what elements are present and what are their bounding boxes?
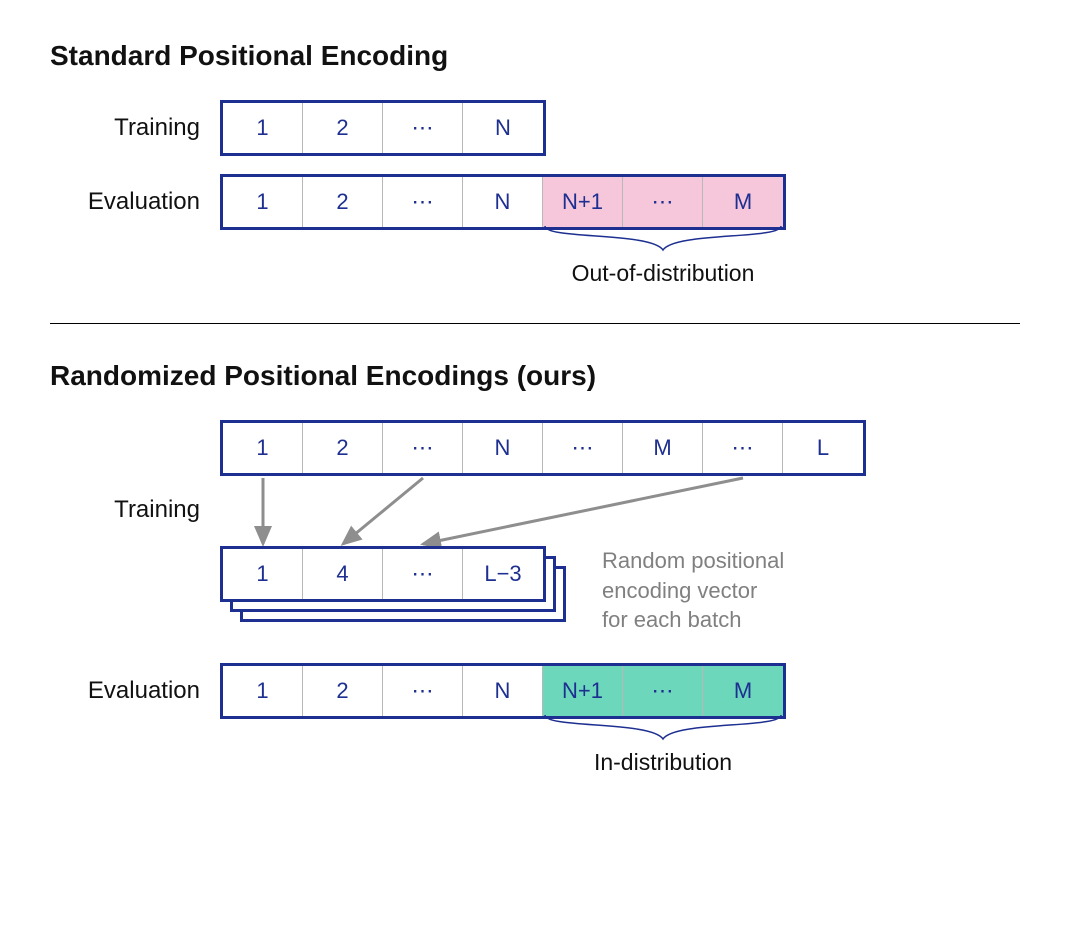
s2-eval-cells: 12⋯NN+1⋯M xyxy=(220,663,786,719)
s1-eval-label: Evaluation xyxy=(50,188,220,216)
cell: M xyxy=(623,423,703,473)
s1-brace: Out-of-distribution xyxy=(50,224,1020,287)
cell: 2 xyxy=(303,103,383,153)
s2-arrows xyxy=(220,476,866,556)
cell: ⋯ xyxy=(383,177,463,227)
cell: ⋯ xyxy=(543,423,623,473)
cell: 1 xyxy=(223,103,303,153)
cell: N xyxy=(463,666,543,716)
s1-eval-row: Evaluation 12⋯NN+1⋯M xyxy=(50,174,1020,230)
cell: ⋯ xyxy=(383,103,463,153)
cell: M xyxy=(703,177,783,227)
cell: 1 xyxy=(223,177,303,227)
cell: 1 xyxy=(223,549,303,599)
brace-caption: Out-of-distribution xyxy=(543,260,783,287)
section-standard: Standard Positional Encoding Training 12… xyxy=(50,40,1020,287)
section2-title: Randomized Positional Encodings (ours) xyxy=(50,360,1020,392)
s2-sampled-row: Training 14⋯L−3 Random positionalencodin… xyxy=(50,546,1020,635)
cell: L−3 xyxy=(463,549,543,599)
cell: N xyxy=(463,103,543,153)
s1-training-label: Training xyxy=(50,114,220,142)
section1-title: Standard Positional Encoding xyxy=(50,40,1020,72)
cell: ⋯ xyxy=(383,549,463,599)
s2-stack: 14⋯L−3 xyxy=(220,546,566,622)
cell: ⋯ xyxy=(383,423,463,473)
s2-eval-row: Evaluation 12⋯NN+1⋯M xyxy=(50,663,1020,719)
cell: ⋯ xyxy=(703,423,783,473)
s1-training-cells: 12⋯N xyxy=(220,100,546,156)
section-divider xyxy=(50,323,1020,324)
cell: M xyxy=(703,666,783,716)
cell: N+1 xyxy=(543,666,623,716)
cell: 2 xyxy=(303,666,383,716)
brace-caption: In-distribution xyxy=(543,749,783,776)
cell: N xyxy=(463,177,543,227)
cell: 1 xyxy=(223,423,303,473)
cell: 2 xyxy=(303,423,383,473)
section-randomized: Randomized Positional Encodings (ours) 1… xyxy=(50,360,1020,776)
cell: N xyxy=(463,423,543,473)
cell: ⋯ xyxy=(623,666,703,716)
s2-training-label: Training xyxy=(50,496,220,524)
cell: ⋯ xyxy=(623,177,703,227)
s2-eval-label: Evaluation xyxy=(50,677,220,705)
s2-long-row: 12⋯N⋯M⋯L xyxy=(50,420,1020,476)
cell: 4 xyxy=(303,549,383,599)
cell: N+1 xyxy=(543,177,623,227)
cell: 2 xyxy=(303,177,383,227)
s2-long-cells: 12⋯N⋯M⋯L xyxy=(220,420,866,476)
cell: 1 xyxy=(223,666,303,716)
cell: L xyxy=(783,423,863,473)
s2-brace: In-distribution xyxy=(50,713,1020,776)
s2-note: Random positionalencoding vectorfor each… xyxy=(602,546,784,635)
s1-training-row: Training 12⋯N xyxy=(50,100,1020,156)
s1-eval-cells: 12⋯NN+1⋯M xyxy=(220,174,786,230)
cell: ⋯ xyxy=(383,666,463,716)
